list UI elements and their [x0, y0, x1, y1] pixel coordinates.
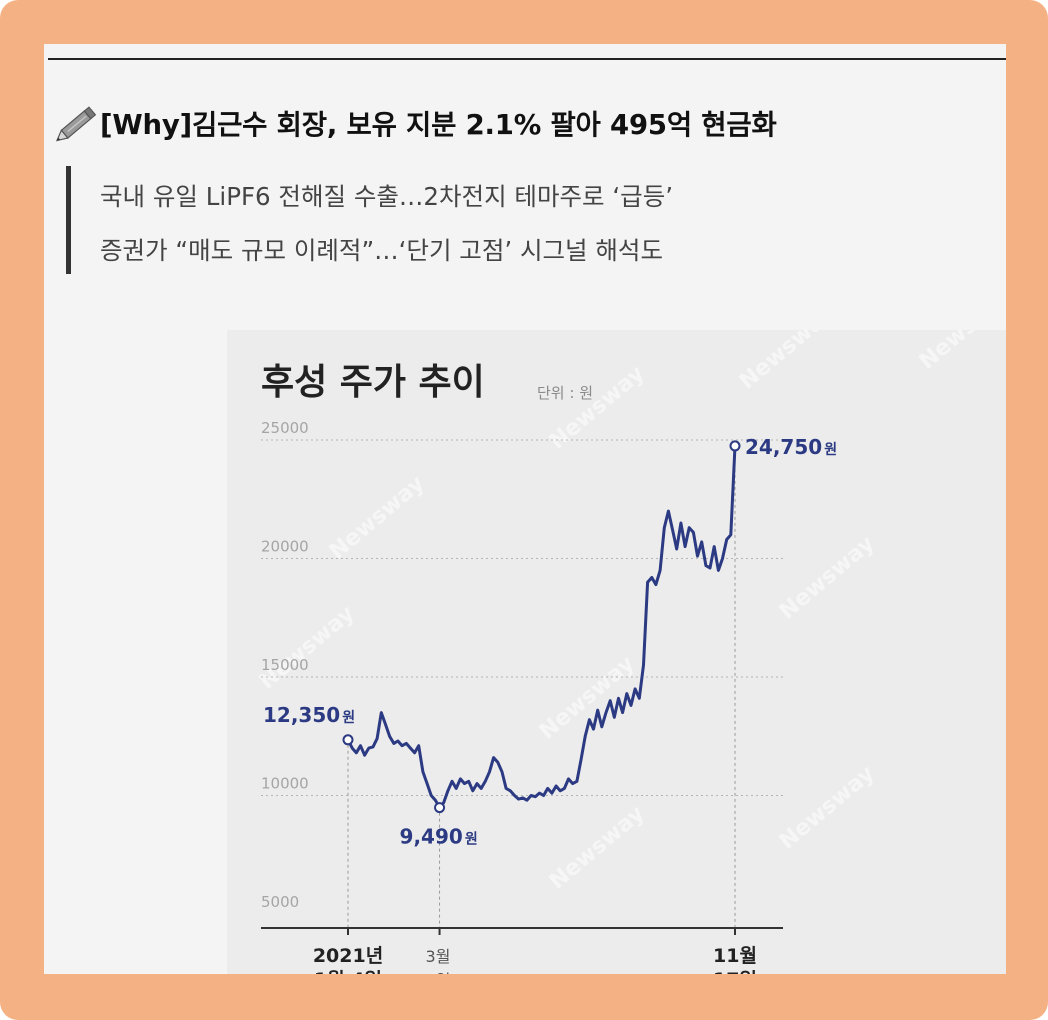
- top-divider: [48, 58, 1006, 60]
- y-tick-label: 5000: [261, 893, 299, 911]
- y-tick-label: 10000: [261, 775, 309, 793]
- watermark-text: Newsway: [915, 330, 1006, 375]
- annotation-points: [342, 440, 741, 814]
- annotation-unit: 원: [342, 710, 355, 726]
- y-tick-labels: 5000 10000 15000 20000 25000: [261, 419, 309, 911]
- y-tick-label: 15000: [261, 656, 309, 674]
- annotation-labels: 12,350 원 9,490 원 24,750 원: [263, 435, 837, 849]
- x-label-line2: 9일: [426, 971, 451, 974]
- annotation-unit: 원: [465, 832, 478, 848]
- watermark-text: Newsway: [735, 330, 840, 395]
- watermark-text: Newsway: [255, 601, 360, 694]
- subheadline-1: 국내 유일 LiPF6 전해질 수출…2차전지 테마주로 ‘급등’: [100, 182, 674, 211]
- chart-svg: Newsway Newsway Newsway Newsway Newsway Newsw…: [255, 330, 1006, 974]
- x-label-line1: 3월: [426, 947, 451, 966]
- annotation-label: 12,350 원: [263, 703, 355, 727]
- headline[interactable]: [Why]김근수 회장, 보유 지분 2.1% 팔아 495억 현금화: [56, 102, 1006, 142]
- data-point: [342, 734, 354, 746]
- x-label-line1: 2021년: [313, 945, 383, 967]
- y-tick-label: 20000: [261, 538, 309, 556]
- guide-lines: [347, 450, 736, 935]
- annotation-label: 9,490 원: [400, 825, 478, 849]
- watermarks: Newsway Newsway Newsway Newsway Newsway Newsw…: [255, 330, 1006, 895]
- watermark-text: Newsway: [775, 761, 880, 854]
- chart-title: 후성 주가 추이: [261, 362, 485, 403]
- article-panel: [Why]김근수 회장, 보유 지분 2.1% 팔아 495억 현금화 국내 유…: [44, 44, 1006, 974]
- pencil-icon: [56, 106, 97, 142]
- quote-bar: [66, 166, 71, 274]
- x-labels: 2021년 1월 4일 3월 9일 11월 17일: [313, 945, 757, 974]
- annotation-unit: 원: [824, 442, 837, 458]
- y-tick-label: 25000: [261, 419, 309, 437]
- data-point: [729, 440, 741, 452]
- data-point: [434, 802, 446, 814]
- headline-text: [Why]김근수 회장, 보유 지분 2.1% 팔아 495억 현금화: [100, 109, 777, 141]
- watermark-text: Newsway: [545, 361, 650, 454]
- watermark-text: Newsway: [545, 801, 650, 894]
- x-label-line1: 11월: [713, 945, 757, 967]
- watermark-text: Newsway: [325, 471, 430, 564]
- chart-unit-label: 단위 : 원: [537, 384, 593, 402]
- series-line: [346, 444, 737, 810]
- stock-chart: Newsway Newsway Newsway Newsway Newsway Newsw…: [227, 330, 1006, 974]
- x-label-line2: 1월 4일: [314, 969, 382, 974]
- x-label-line2: 17일: [713, 969, 757, 974]
- watermark-text: Newsway: [775, 531, 880, 624]
- annotation-label: 24,750 원: [745, 435, 837, 459]
- subheadline-2: 증권가 “매도 규모 이례적”…‘단기 고점’ 시그널 해석도: [100, 236, 663, 265]
